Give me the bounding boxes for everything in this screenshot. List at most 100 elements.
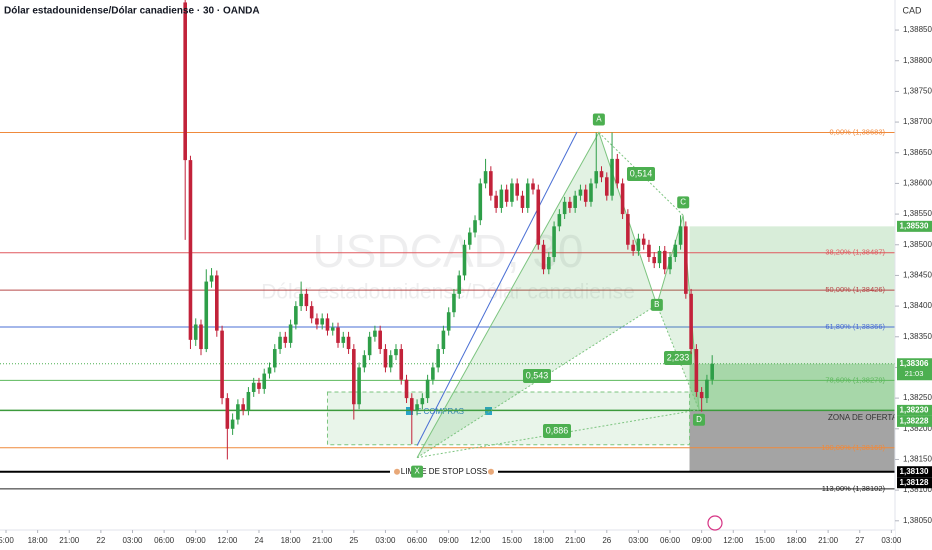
price-tag [897, 477, 932, 489]
candle-body [652, 257, 657, 264]
price-tag-label: 1,38128 [900, 478, 929, 487]
y-tick-label: 1,38150 [903, 455, 932, 464]
candle-body [246, 391, 251, 411]
x-tick-label: 21:00 [59, 536, 80, 545]
candle-body [399, 349, 404, 380]
x-tick-label: 06:00 [154, 536, 175, 545]
price-tag-label: 1,38130 [900, 467, 929, 476]
candle-body [604, 177, 609, 196]
y-tick-label: 1,38600 [903, 179, 932, 188]
candle-body [367, 336, 372, 356]
y-tick-label: 1,38250 [903, 393, 932, 402]
candle-body [599, 171, 604, 178]
candle-body [309, 306, 314, 319]
candle-body [325, 318, 330, 331]
candle-body [452, 293, 456, 313]
candle-body [568, 201, 572, 208]
x-tick-label: 21:00 [312, 536, 333, 545]
candle-body [357, 367, 361, 405]
pattern-diagonal [416, 304, 658, 459]
y-tick-label: 1,38700 [903, 117, 932, 126]
candle-body [457, 275, 462, 294]
candle-body [199, 324, 203, 350]
target-zone [689, 226, 895, 410]
y-tick-label: 1,38800 [903, 56, 932, 65]
candle-body [504, 189, 509, 202]
ratio-bg [543, 424, 571, 438]
candle-body [594, 171, 599, 184]
candle-body [647, 244, 651, 258]
candle-body [378, 330, 382, 350]
chart-title: Dólar estadounidense/Dólar canadiense · … [4, 6, 260, 17]
y-tick-label: 1,38500 [903, 240, 932, 249]
candle-body [520, 195, 525, 208]
x-tick-label: 21:00 [565, 536, 586, 545]
candle-body [409, 398, 414, 411]
candle-body [541, 244, 546, 270]
candle-body [515, 183, 519, 196]
x-tick-label: 03:00 [881, 536, 902, 545]
candle-body [415, 404, 419, 411]
point-label-bg [693, 413, 706, 426]
ratio-label: 0,514 [630, 168, 653, 178]
fib-label: 61,80% (1,38366) [825, 322, 885, 331]
candle-body [573, 195, 577, 208]
candle-body [631, 244, 635, 251]
candle-body [536, 189, 541, 245]
price-tag [897, 404, 932, 416]
pattern-fill [417, 132, 657, 458]
candle-body [304, 293, 309, 307]
candle-body [278, 336, 282, 350]
x-tick-label: 26 [602, 536, 611, 545]
currency[interactable]: CAD [902, 5, 922, 15]
price-tag-time: 21:03 [905, 369, 924, 378]
candle-body [425, 379, 430, 399]
y-tick-label: 1,38100 [903, 485, 932, 494]
point-label-bg [650, 298, 663, 311]
ratio-label: 0,543 [526, 370, 549, 380]
candle-body [589, 183, 593, 202]
price-tag [897, 415, 932, 427]
icon [488, 468, 494, 475]
event-icon[interactable] [707, 515, 723, 531]
fib-label: 0,00% (1,38683) [830, 127, 886, 136]
candle-body [668, 257, 672, 270]
candle-body [346, 336, 351, 350]
ratio-label: 0,886 [546, 425, 569, 435]
price-axis [895, 0, 932, 550]
y-tick-label: 1,38750 [903, 87, 932, 96]
x-tick-label: 27 [855, 536, 864, 545]
y-tick-label: 1,38050 [903, 516, 932, 525]
candle-body [547, 257, 551, 270]
price-tag [897, 220, 932, 232]
y-tick-label: 1,38350 [903, 332, 932, 341]
candle-body [446, 312, 451, 331]
candle-body [320, 318, 325, 325]
candle-body [330, 327, 335, 331]
fib-label: 100,00% (1,38169) [821, 443, 885, 452]
candle-body [510, 183, 514, 202]
candle-body [620, 183, 625, 215]
candle-body [257, 382, 261, 389]
x-tick-label: 06:00 [660, 536, 681, 545]
ratio-label: 2,233 [667, 352, 690, 362]
x-tick-label: 06:00 [407, 536, 428, 545]
candle-body [283, 336, 288, 343]
candle-body [404, 379, 409, 399]
x-tick-label: 12:00 [470, 536, 491, 545]
candle-body [288, 324, 293, 343]
x-tick-label: 03:00 [122, 536, 143, 545]
candle-body [694, 349, 699, 392]
candle-body [478, 183, 483, 221]
candle-body [467, 232, 472, 245]
candle-body [578, 189, 583, 196]
candle-body [431, 367, 435, 380]
candle-body [641, 238, 646, 245]
point-label: C [680, 197, 686, 206]
candle-body [499, 189, 504, 208]
x-tick-label: 18:00 [28, 536, 49, 545]
candle-body [636, 238, 641, 251]
price-tag [897, 358, 932, 381]
candle-body [383, 349, 388, 368]
